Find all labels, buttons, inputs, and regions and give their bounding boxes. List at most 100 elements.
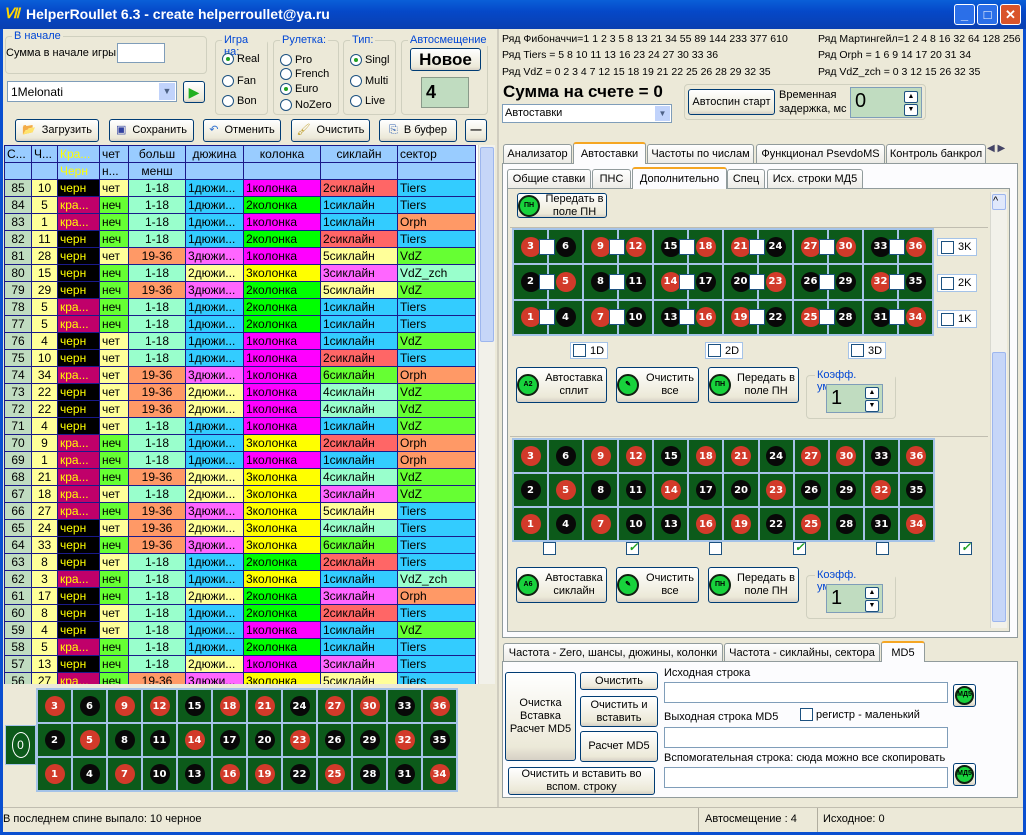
number-cell-15[interactable]: 15 (178, 690, 211, 722)
column-header[interactable]: менш (128, 162, 186, 180)
number-cell-36[interactable]: 36 (899, 440, 933, 472)
coef-spinner-1[interactable]: 1 ▲ ▼ (826, 384, 883, 413)
splitter[interactable] (497, 29, 499, 807)
tab-bottom_tabs-2[interactable]: MD5 (881, 641, 925, 662)
clear-button[interactable]: 🖌 Очистить (291, 119, 370, 142)
number-cell-8[interactable]: 8 (584, 474, 618, 506)
column-checkbox-3K[interactable]: 3K (937, 238, 977, 256)
number-cell-27[interactable]: 27 (318, 690, 351, 722)
radio-circle[interactable] (280, 68, 292, 80)
radio-game-bon[interactable]: Bon (222, 95, 257, 107)
number-cell-31[interactable]: 31 (864, 508, 898, 540)
transfer-button-top[interactable]: ПН Передать в поле ПН (517, 193, 607, 218)
tab-tabs-2[interactable]: Частоты по числам (647, 144, 754, 163)
table-row[interactable]: 75 10 черн чет 1-18 1дюжи... 1колонка 2сиклайн T… (4, 349, 476, 367)
number-cell-9[interactable]: 9 (584, 230, 625, 264)
number-cell-35[interactable]: 35 (899, 474, 933, 506)
number-cell-20[interactable]: 20 (724, 265, 765, 299)
table-row[interactable]: 65 24 черн чет 19-36 2дюжи... 3колонка 4сиклайн… (4, 519, 476, 537)
table-row[interactable]: 73 22 черн чет 19-36 2дюжи... 1колонка 4сиклайн… (4, 383, 476, 401)
coef-spinner-2[interactable]: 1 ▲ ▼ (826, 584, 883, 613)
number-cell-14[interactable]: 14 (654, 265, 695, 299)
number-cell-10[interactable]: 10 (143, 758, 176, 790)
sixline-checkbox-4[interactable] (792, 540, 806, 555)
number-cell-36[interactable]: 36 (423, 690, 456, 722)
case-checkbox-box[interactable] (800, 708, 813, 721)
checkbox-box[interactable] (941, 240, 954, 254)
number-cell-33[interactable]: 33 (864, 440, 898, 472)
split-checkbox[interactable] (539, 238, 555, 255)
undo-button[interactable]: ↶ Отменить (203, 119, 281, 142)
column-header[interactable]: больш (128, 145, 186, 163)
split-checkbox[interactable] (679, 273, 695, 290)
column-header[interactable] (243, 162, 321, 180)
split-checkbox[interactable] (679, 238, 695, 255)
radio-circle[interactable] (222, 75, 234, 87)
number-cell-12[interactable]: 12 (619, 230, 652, 264)
number-cell-20[interactable]: 20 (724, 474, 758, 506)
close-button[interactable]: ✕ (1000, 4, 1021, 25)
number-cell-12[interactable]: 12 (619, 440, 653, 472)
table-row[interactable]: 79 29 черн неч 19-36 3дюжи... 2колонка 5сиклайн… (4, 281, 476, 299)
number-cell-22[interactable]: 22 (759, 508, 793, 540)
column-header[interactable]: Ч... (31, 145, 58, 163)
column-header[interactable] (31, 162, 58, 180)
table-row[interactable]: 57 13 черн неч 1-18 2дюжи... 1колонка 3сиклайн T… (4, 655, 476, 673)
tab-subtabs-0[interactable]: Общие ставки (507, 169, 591, 188)
radio-type-multi[interactable]: Multi (350, 75, 388, 87)
zero-cell[interactable]: 0 (5, 725, 36, 765)
arrow-down-icon[interactable]: ▼ (904, 104, 918, 116)
number-cell-11[interactable]: 11 (619, 474, 653, 506)
number-cell-25[interactable]: 25 (794, 508, 828, 540)
table-row[interactable]: 78 5 кра... неч 1-18 1дюжи... 2колонка 1сиклайн… (4, 298, 476, 316)
split-checkbox[interactable] (889, 238, 905, 255)
aux-input[interactable] (664, 767, 948, 788)
number-cell-22[interactable]: 22 (283, 758, 316, 790)
number-cell-3[interactable]: 3 (514, 230, 555, 264)
play-button[interactable]: ▶ (183, 81, 205, 103)
split-checkbox[interactable] (819, 238, 835, 255)
number-cell-7[interactable]: 7 (108, 758, 141, 790)
table-row[interactable]: 69 1 кра... неч 1-18 1дюжи... 1колонка 1сиклайн… (4, 451, 476, 469)
tab-subtabs-3[interactable]: Спец (727, 169, 765, 188)
save-button[interactable]: ▣ Сохранить (109, 119, 194, 142)
split-checkbox[interactable] (749, 273, 765, 290)
number-cell-1[interactable]: 1 (514, 300, 555, 334)
number-cell-9[interactable]: 9 (584, 440, 618, 472)
case-checkbox[interactable]: регистр - маленький (800, 708, 920, 721)
number-cell-18[interactable]: 18 (213, 690, 246, 722)
table-row[interactable]: 76 4 черн чет 1-18 1дюжи... 1колонка 1сиклайн Vd… (4, 332, 476, 350)
tab-subtabs-2[interactable]: Дополнительно (632, 167, 727, 189)
tab-tabs-1[interactable]: Автоставки (573, 142, 646, 164)
number-cell-17[interactable]: 17 (213, 724, 246, 756)
out-input[interactable] (664, 727, 948, 748)
number-cell-26[interactable]: 26 (794, 265, 835, 299)
number-cell-16[interactable]: 16 (213, 758, 246, 790)
md5-calc-button[interactable]: Расчет MD5 (580, 731, 658, 762)
tab-scroll-arrows[interactable]: ◀ ▶ (987, 143, 1006, 154)
arrow-down-icon[interactable]: ▼ (865, 600, 879, 612)
radio-circle[interactable] (280, 99, 292, 111)
tab-bottom_tabs-0[interactable]: Частота - Zero, шансы, дюжины, колонки (503, 643, 723, 661)
table-row[interactable]: 83 1 кра... неч 1-18 1дюжи... 1колонка 1сиклайн… (4, 213, 476, 231)
column-header[interactable]: С... (4, 145, 32, 163)
sixline-checkbox-1[interactable] (543, 542, 556, 555)
column-header[interactable]: Кра... (57, 145, 100, 163)
checkbox-box[interactable] (941, 312, 954, 326)
split-checkbox[interactable] (889, 309, 905, 326)
radio-circle[interactable] (350, 54, 362, 66)
load-button[interactable]: 📂 Загрузить (15, 119, 99, 142)
radio-roulette-french[interactable]: French (280, 68, 329, 80)
radio-circle[interactable] (280, 54, 292, 66)
radio-circle[interactable] (350, 75, 362, 87)
table-row[interactable]: 85 10 черн чет 1-18 1дюжи... 1колонка 2сиклайн T… (4, 179, 476, 197)
number-cell-32[interactable]: 32 (864, 474, 898, 506)
split-checkbox[interactable] (749, 238, 765, 255)
checkbox-box[interactable] (573, 344, 586, 357)
dozen-checkbox-3D[interactable]: 3D (848, 342, 886, 359)
radio-roulette-euro[interactable]: Euro (280, 83, 318, 95)
dozen-checkbox-2D[interactable]: 2D (705, 342, 743, 359)
sixline-checkbox-2[interactable] (626, 540, 640, 555)
number-cell-4[interactable]: 4 (549, 508, 583, 540)
column-header[interactable]: Черн (57, 162, 100, 180)
